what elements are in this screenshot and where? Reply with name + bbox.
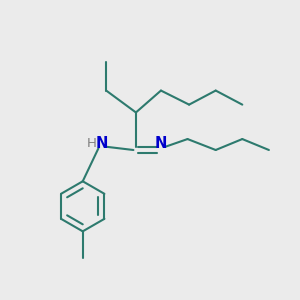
Text: N: N	[155, 136, 167, 151]
Text: H: H	[87, 136, 96, 150]
Text: N: N	[95, 136, 108, 151]
